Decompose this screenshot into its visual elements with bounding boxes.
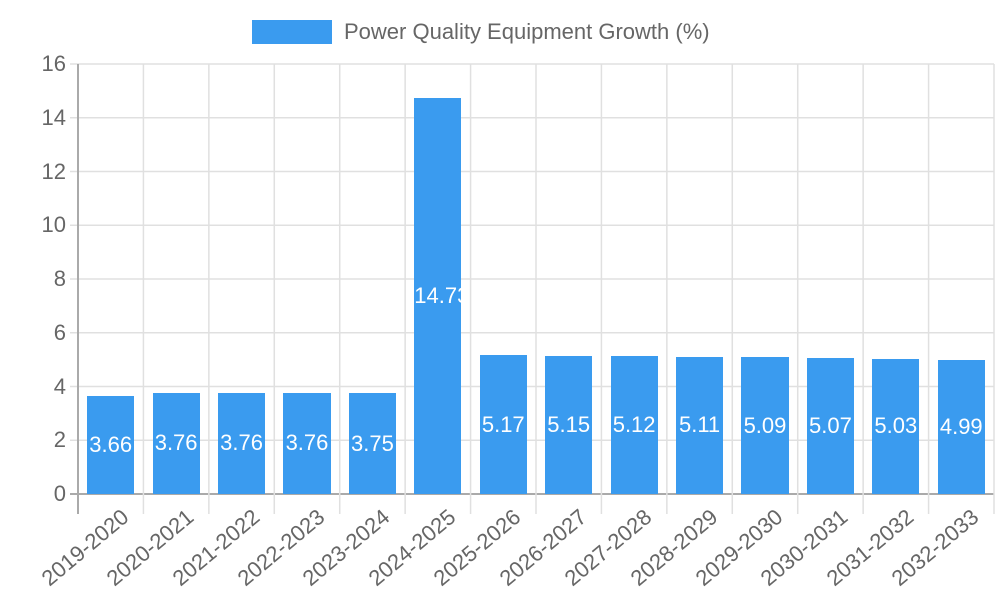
bar[interactable] xyxy=(152,392,200,494)
bar-value-label: 3.66 xyxy=(89,431,133,457)
y-tick-label: 0 xyxy=(53,481,66,506)
bar-value-label: 5.11 xyxy=(678,412,721,438)
bar-value-label: 3.76 xyxy=(154,430,198,456)
bar-value-label: 4.99 xyxy=(939,413,983,439)
bar[interactable] xyxy=(348,393,396,494)
bar[interactable] xyxy=(414,98,462,494)
bar[interactable] xyxy=(545,355,593,494)
bar-value-label: 5.07 xyxy=(808,412,852,438)
bar[interactable] xyxy=(937,359,985,494)
bar[interactable] xyxy=(610,356,658,494)
bar-value-label: 14.73 xyxy=(414,283,461,309)
bar-value-label: 3.76 xyxy=(220,430,263,456)
legend-swatch xyxy=(252,20,332,44)
y-tick-label: 8 xyxy=(53,266,66,291)
bar-value-label: 5.17 xyxy=(481,411,525,437)
bar-value-label: 3.76 xyxy=(285,430,329,456)
legend-label: Power Quality Equipment Growth (%) xyxy=(344,19,710,44)
bar-value-label: 5.03 xyxy=(874,413,918,439)
bar[interactable] xyxy=(87,395,135,494)
bar-value-label: 5.15 xyxy=(547,411,591,437)
bar-value-label: 3.75 xyxy=(350,430,394,456)
y-tick-label: 2 xyxy=(53,427,66,453)
y-tick-label: 14 xyxy=(41,104,66,130)
y-tick-label: 16 xyxy=(41,51,66,76)
bar[interactable] xyxy=(741,357,789,494)
y-tick-label: 6 xyxy=(53,319,66,345)
bar[interactable] xyxy=(872,358,920,494)
bar[interactable] xyxy=(676,356,724,494)
legend[interactable]: Power Quality Equipment Growth (%) xyxy=(252,18,710,46)
bar[interactable] xyxy=(283,392,331,494)
bar-value-label: 5.12 xyxy=(612,412,656,438)
bar[interactable] xyxy=(479,355,527,494)
bar-value-label: 5.09 xyxy=(743,412,787,438)
y-tick-label: 10 xyxy=(41,212,66,238)
bar[interactable] xyxy=(806,357,854,494)
bar[interactable] xyxy=(218,392,266,494)
y-tick-label: 4 xyxy=(53,373,66,399)
y-tick-label: 12 xyxy=(41,158,66,184)
